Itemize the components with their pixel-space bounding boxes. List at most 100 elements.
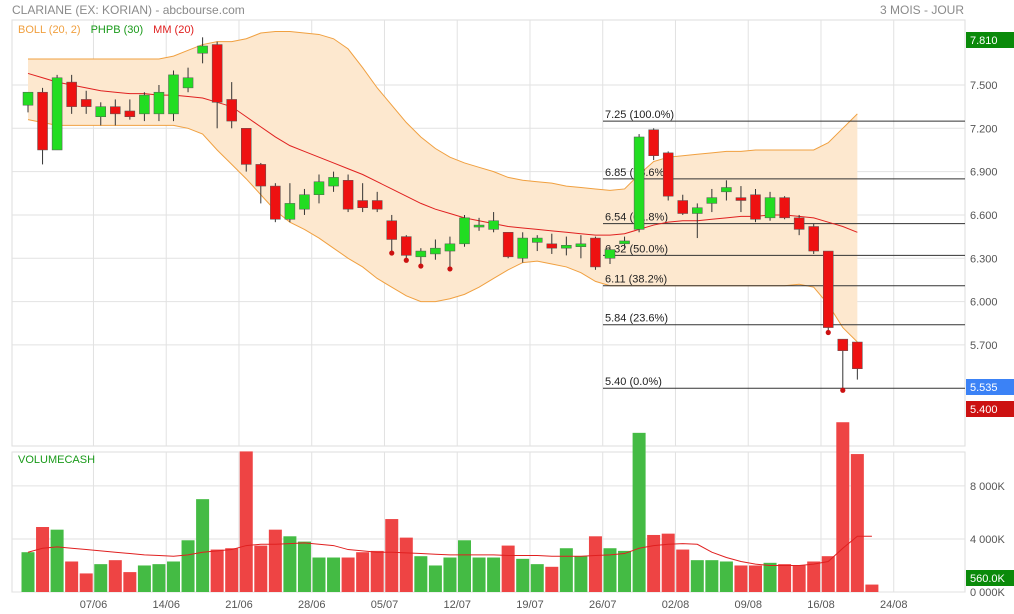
candle xyxy=(211,41,223,129)
x-tick-label: 16/08 xyxy=(807,599,835,611)
low-marker xyxy=(389,250,395,256)
candle xyxy=(110,99,121,126)
volume-bar xyxy=(327,557,341,592)
candle-body xyxy=(852,341,863,369)
last-price-badge-bg xyxy=(966,379,1014,395)
candle xyxy=(430,239,441,260)
candle xyxy=(692,203,703,239)
candle-body xyxy=(808,226,819,252)
volume-bar xyxy=(719,561,733,592)
volume-bar xyxy=(65,561,79,592)
low-price-badge-text: 5.400 xyxy=(970,404,998,416)
volume-bar xyxy=(821,556,835,592)
candle-body xyxy=(197,45,208,54)
candle xyxy=(415,248,427,265)
fibonacci-label: 7.25 (100.0%) xyxy=(605,109,674,121)
x-tick-label: 05/07 xyxy=(371,599,399,611)
candle-body xyxy=(51,77,63,151)
x-tick-label: 12/07 xyxy=(443,599,471,611)
volume-bar xyxy=(181,540,195,592)
volume-bar xyxy=(559,548,573,592)
last-price-badge-text: 5.535 xyxy=(970,382,998,394)
volume-legend: VOLUMECASH xyxy=(18,454,95,466)
low-marker xyxy=(403,257,409,263)
volume-bar xyxy=(283,536,297,592)
candle xyxy=(662,151,674,201)
volume-bar xyxy=(239,451,253,592)
volume-bar xyxy=(254,545,268,592)
candle-body xyxy=(168,74,179,115)
x-tick-label: 02/08 xyxy=(662,599,690,611)
candle xyxy=(764,191,776,221)
low-marker xyxy=(418,263,424,269)
candle-body xyxy=(502,232,514,258)
volume-bar xyxy=(850,454,864,592)
candle xyxy=(517,232,528,263)
volume-bar xyxy=(458,540,471,592)
y-tick-label: 7.200 xyxy=(970,123,998,135)
volume-bar xyxy=(196,499,210,592)
low-price-badge: 5.400 xyxy=(966,401,1014,417)
volume-bar xyxy=(108,560,122,592)
candle-body xyxy=(415,250,427,258)
candle xyxy=(357,183,368,213)
candle-body xyxy=(721,187,732,193)
candle-body xyxy=(633,136,645,230)
bollinger-band xyxy=(28,31,858,343)
candle xyxy=(124,99,136,120)
candles xyxy=(22,37,863,393)
x-tick-label: 07/06 xyxy=(80,599,108,611)
candle xyxy=(168,70,179,122)
volume-bar xyxy=(588,536,602,592)
candle-body xyxy=(95,106,106,118)
low-marker xyxy=(825,329,831,336)
candle xyxy=(182,67,194,93)
volume-bars xyxy=(21,422,879,592)
candle xyxy=(328,171,339,192)
top-price-badge-bg xyxy=(966,32,1014,48)
volume-bar xyxy=(137,565,151,592)
candle-body xyxy=(662,152,674,197)
volume-mm-line xyxy=(27,535,872,566)
bollinger-upper-line xyxy=(28,31,858,191)
volume-bar xyxy=(428,565,442,592)
candle-body xyxy=(706,197,718,204)
volume-bar xyxy=(79,573,93,592)
candle-body xyxy=(80,99,92,107)
candle xyxy=(80,90,92,114)
y-tick-label: 5.700 xyxy=(970,340,998,352)
candle xyxy=(153,84,165,122)
x-tick-label: 19/07 xyxy=(516,599,544,611)
y-tick-label: 6.000 xyxy=(970,297,998,309)
low-marker xyxy=(840,387,846,393)
candle-body xyxy=(604,249,616,259)
candle xyxy=(561,236,572,256)
volume-bar xyxy=(661,533,675,592)
volume-bar xyxy=(749,565,762,592)
candle xyxy=(342,174,354,213)
candle-body xyxy=(575,243,587,247)
candle-body xyxy=(648,129,659,156)
candle-body xyxy=(764,197,776,219)
top-price-badge: 7.810 xyxy=(966,32,1014,48)
volume-bar xyxy=(268,529,282,592)
candle-body xyxy=(241,128,252,165)
volume-bar xyxy=(530,564,544,592)
volume-bar xyxy=(152,564,166,592)
last-price-badge: 5.535 xyxy=(966,379,1014,395)
candle xyxy=(95,102,106,126)
volume-bar xyxy=(356,552,370,592)
candle xyxy=(721,180,732,201)
y-tick-label: 6.300 xyxy=(970,253,998,265)
candle xyxy=(750,188,761,223)
candle xyxy=(22,91,34,113)
candle xyxy=(706,188,718,213)
volume-bar xyxy=(414,556,428,592)
candle-body xyxy=(270,185,281,220)
volume-tick-label: 0 000K xyxy=(970,587,1006,599)
candle xyxy=(386,214,397,252)
volume-bar xyxy=(763,562,777,592)
fibonacci-levels: 7.25 (100.0%)6.85 (78.6%)6.54 (61.8%)6.3… xyxy=(603,109,965,389)
candle-body xyxy=(430,247,441,255)
candle xyxy=(488,212,499,233)
